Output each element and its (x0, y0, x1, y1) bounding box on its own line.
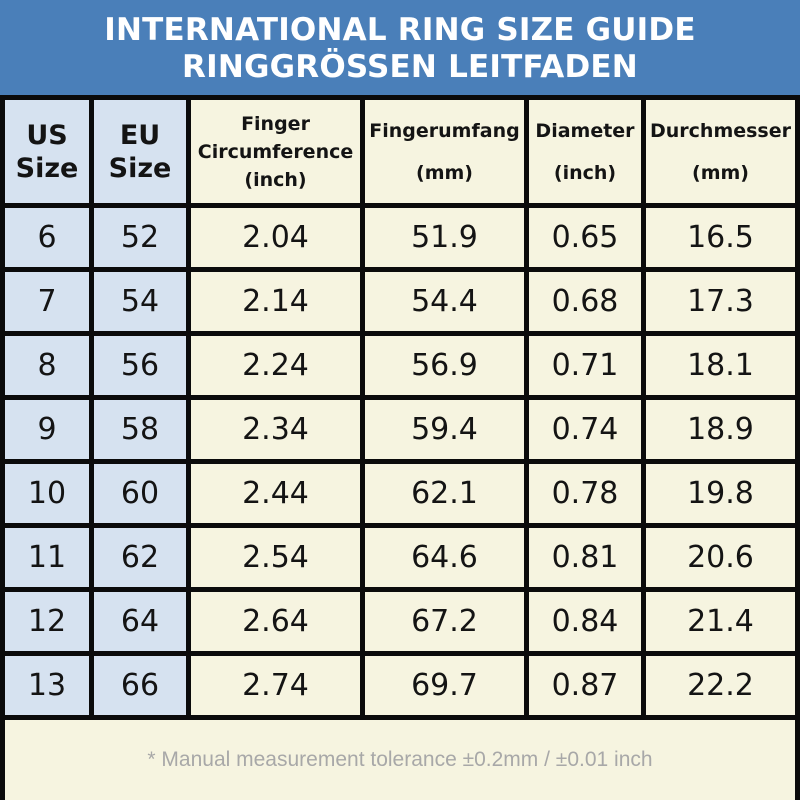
cell-circumference-mm: 51.9 (365, 208, 524, 267)
cell-circumference-mm: 69.7 (365, 656, 524, 715)
cell-circumference-inch: 2.44 (191, 464, 360, 523)
cell-diameter-mm: 19.8 (646, 464, 795, 523)
cell-eu-size: 58 (94, 400, 186, 459)
cell-us-size: 13 (5, 656, 89, 715)
header-us-size-line1: US (26, 119, 68, 151)
cell-circumference-inch: 2.74 (191, 656, 360, 715)
cell-eu-size: 60 (94, 464, 186, 523)
header-fingerumfang-line1: Fingerumfang (369, 119, 520, 142)
cell-us-size: 11 (5, 528, 89, 587)
cell-diameter-mm: 18.1 (646, 336, 795, 395)
header-circ-inch-line1: Finger (241, 112, 310, 135)
size-table: US Size EU Size Finger Circumference (in… (0, 95, 800, 800)
cell-eu-size: 54 (94, 272, 186, 331)
cell-us-size: 12 (5, 592, 89, 651)
cell-us-size: 10 (5, 464, 89, 523)
title-english: INTERNATIONAL RING SIZE GUIDE (104, 12, 696, 48)
cell-us-size: 6 (5, 208, 89, 267)
header-fingerumfang-line2: (mm) (416, 161, 473, 184)
cell-circumference-inch: 2.24 (191, 336, 360, 395)
header-durchmesser-mm: Durchmesser (mm) (646, 100, 795, 203)
cell-circumference-mm: 64.6 (365, 528, 524, 587)
cell-eu-size: 64 (94, 592, 186, 651)
cell-diameter-mm: 20.6 (646, 528, 795, 587)
title-banner: INTERNATIONAL RING SIZE GUIDE RINGGRÖSSE… (0, 0, 800, 95)
header-us-size-line2: Size (15, 152, 79, 184)
cell-diameter-mm: 21.4 (646, 592, 795, 651)
cell-us-size: 8 (5, 336, 89, 395)
cell-diameter-inch: 0.71 (529, 336, 641, 395)
cell-diameter-mm: 22.2 (646, 656, 795, 715)
header-durchmesser-line2: (mm) (692, 161, 749, 184)
cell-us-size: 7 (5, 272, 89, 331)
cell-circumference-inch: 2.14 (191, 272, 360, 331)
cell-circumference-mm: 56.9 (365, 336, 524, 395)
cell-diameter-mm: 18.9 (646, 400, 795, 459)
cell-eu-size: 56 (94, 336, 186, 395)
cell-circumference-mm: 54.4 (365, 272, 524, 331)
header-diameter-inch: Diameter (inch) (529, 100, 641, 203)
cell-diameter-inch: 0.65 (529, 208, 641, 267)
cell-diameter-inch: 0.84 (529, 592, 641, 651)
cell-circumference-mm: 67.2 (365, 592, 524, 651)
cell-circumference-mm: 62.1 (365, 464, 524, 523)
cell-diameter-inch: 0.68 (529, 272, 641, 331)
cell-eu-size: 66 (94, 656, 186, 715)
cell-circumference-inch: 2.04 (191, 208, 360, 267)
cell-circumference-inch: 2.54 (191, 528, 360, 587)
cell-eu-size: 62 (94, 528, 186, 587)
header-circ-inch-line3: (inch) (244, 168, 307, 191)
cell-diameter-inch: 0.74 (529, 400, 641, 459)
header-fingerumfang-mm: Fingerumfang (mm) (365, 100, 524, 203)
footnote: * Manual measurement tolerance ±0.2mm / … (5, 720, 795, 800)
title-german: RINGGRÖSSEN LEITFADEN (182, 49, 638, 85)
header-circ-inch-line2: Circumference (197, 140, 354, 163)
header-eu-size-line2: Size (108, 152, 172, 184)
header-diameter-line2: (inch) (553, 161, 617, 184)
cell-eu-size: 52 (94, 208, 186, 267)
cell-circumference-mm: 59.4 (365, 400, 524, 459)
header-durchmesser-line1: Durchmesser (649, 119, 791, 142)
cell-diameter-inch: 0.78 (529, 464, 641, 523)
cell-diameter-inch: 0.87 (529, 656, 641, 715)
header-us-size: US Size (5, 100, 89, 203)
cell-diameter-mm: 17.3 (646, 272, 795, 331)
header-eu-size-line1: EU (119, 119, 161, 151)
header-diameter-line1: Diameter (535, 119, 635, 142)
cell-circumference-inch: 2.64 (191, 592, 360, 651)
header-eu-size: EU Size (94, 100, 186, 203)
cell-circumference-inch: 2.34 (191, 400, 360, 459)
header-finger-circumference-inch: Finger Circumference (inch) (191, 100, 360, 203)
cell-diameter-mm: 16.5 (646, 208, 795, 267)
cell-us-size: 9 (5, 400, 89, 459)
cell-diameter-inch: 0.81 (529, 528, 641, 587)
